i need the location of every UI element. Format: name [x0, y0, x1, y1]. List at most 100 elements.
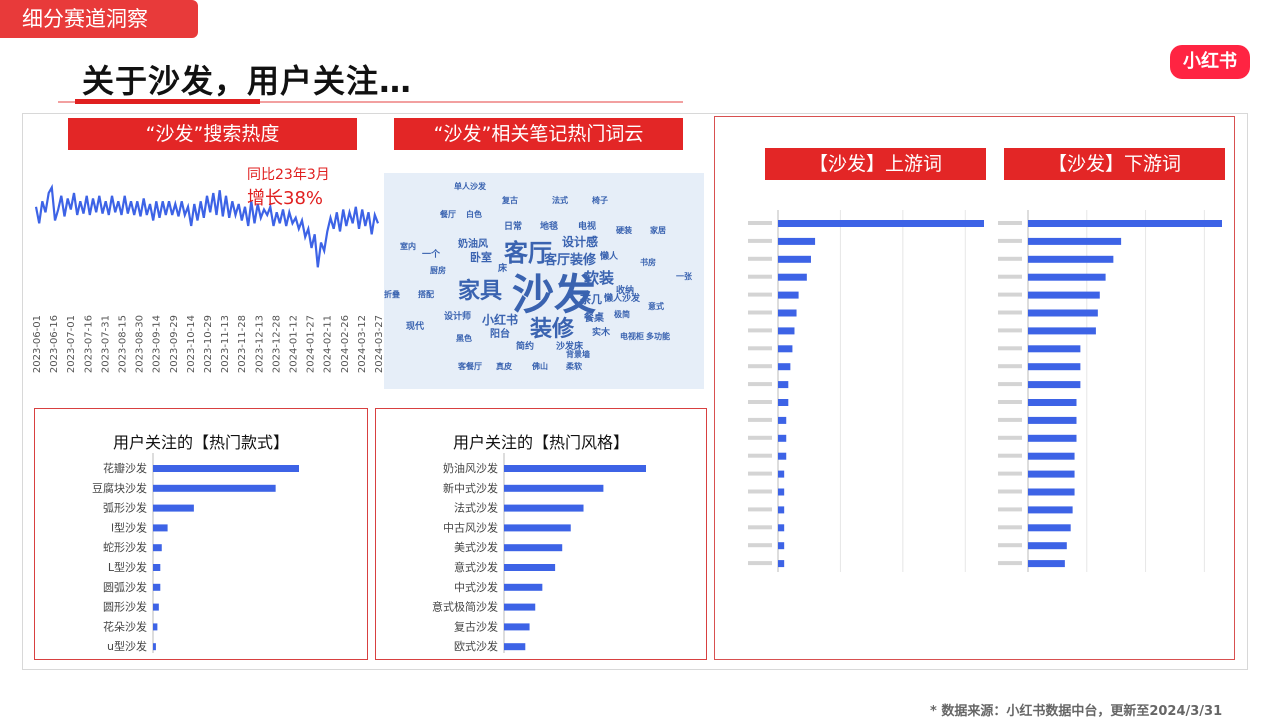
hot-styles-title: 用户关注的【热门款式】 [112, 433, 289, 452]
x-tick-label: 2023-07-16 [83, 315, 94, 373]
term-label-blur [748, 256, 772, 261]
word-cloud-word: 佛山 [532, 362, 548, 371]
term-bar [1028, 488, 1075, 496]
category-bar [153, 484, 276, 492]
term-label-blur [998, 507, 1022, 512]
term-label-blur [748, 292, 772, 297]
category-bar [504, 524, 571, 532]
term-bar [1028, 416, 1077, 424]
term-bar [778, 291, 799, 299]
term-label-blur [748, 364, 772, 369]
category-bar [153, 544, 162, 552]
term-bar [1028, 560, 1065, 568]
bar-category-label: 圆形沙发 [103, 600, 147, 614]
search-trend-title: “沙发”搜索热度 [68, 118, 357, 150]
bar-category-label: 圆弧沙发 [103, 580, 147, 594]
word-cloud-word: 搭配 [418, 290, 434, 299]
term-label-blur [748, 417, 772, 422]
category-bar [153, 623, 158, 631]
x-tick-label: 2023-07-01 [66, 315, 77, 373]
bar-category-label: 欧式沙发 [454, 639, 498, 653]
term-label-blur [998, 346, 1022, 351]
term-label-blur [748, 489, 772, 494]
category-bar [504, 544, 563, 552]
term-bar [778, 255, 811, 263]
term-label-blur [998, 310, 1022, 315]
term-label-blur [748, 221, 772, 225]
bar-category-label: 中式沙发 [454, 580, 498, 594]
term-bar [778, 560, 785, 568]
word-cloud-word: 装修 [530, 317, 575, 342]
term-label-blur [998, 382, 1022, 387]
term-bar [1028, 470, 1075, 478]
category-bar [504, 603, 536, 611]
term-bar [1028, 273, 1106, 281]
term-bar [1028, 452, 1075, 460]
bar-category-label: 花朵沙发 [103, 619, 147, 633]
word-cloud-word: 室内 [400, 242, 416, 251]
x-tick-label: 2024-01-12 [289, 315, 300, 373]
word-cloud-word: 复古 [502, 196, 518, 205]
term-bar [778, 399, 789, 406]
term-label-blur [748, 507, 772, 512]
word-cloud-word: 餐厅 [440, 210, 456, 219]
term-bar [778, 488, 785, 496]
x-tick-label: 2023-09-14 [152, 315, 163, 373]
term-label-blur [998, 471, 1022, 476]
term-label-blur [998, 453, 1022, 458]
word-cloud-word: 黑色 [456, 334, 472, 343]
term-bar [778, 220, 984, 227]
word-cloud-word: 椅子 [592, 196, 608, 205]
term-label-blur [748, 453, 772, 458]
category-bar [153, 583, 161, 591]
bar-category-label: 豆腐块沙发 [92, 481, 147, 495]
word-cloud-word: 设计感 [562, 235, 599, 249]
data-source-footer: * 数据来源：小红书数据中台，更新至2024/3/31 [930, 704, 1223, 719]
term-bar [1028, 524, 1071, 532]
annotation-line-2: 增长38% [247, 188, 324, 209]
bar-category-label: 法式沙发 [454, 501, 498, 515]
term-bar [778, 327, 795, 335]
bar-category-label: 中古风沙发 [443, 520, 498, 534]
x-tick-label: 2024-01-27 [306, 315, 317, 373]
term-label-blur [998, 561, 1022, 566]
x-tick-label: 2023-09-29 [169, 315, 180, 373]
bar-category-label: 意式极简沙发 [432, 600, 498, 614]
upstream-terms-chart [748, 210, 984, 572]
term-bar [1028, 542, 1067, 550]
bar-category-label: L型沙发 [108, 560, 147, 574]
word-cloud-word: 茶几 [580, 293, 602, 306]
term-bar [1028, 327, 1096, 335]
term-label-blur [998, 328, 1022, 333]
growth-annotation: 同比23年3月 增长38% [247, 164, 330, 210]
word-cloud-word: 柔软 [566, 362, 582, 371]
x-tick-label: 2023-10-29 [203, 315, 214, 373]
term-label-blur [748, 543, 772, 548]
term-bar [1028, 309, 1098, 317]
term-bar [778, 381, 789, 389]
term-bar [1028, 506, 1073, 514]
term-bar [778, 524, 785, 532]
term-bar [778, 542, 785, 550]
bar-category-label: 蛇形沙发 [103, 540, 147, 554]
bar-category-label: 花瓣沙发 [103, 461, 147, 475]
title-underline-accent [75, 99, 260, 104]
category-bar [504, 623, 530, 631]
upstream-terms-title: 【沙发】上游词 [765, 148, 986, 180]
word-cloud-word: 软装 [584, 269, 615, 287]
word-cloud-word: 厨房 [430, 266, 446, 275]
term-bar [778, 345, 793, 353]
x-tick-label: 2024-02-26 [340, 315, 351, 373]
term-label-blur [748, 382, 772, 387]
word-cloud: 沙发 客厅 家具 装修 软装 客厅装修 设计感 小红书 卧室 奶油风 茶几 懒人沙发 餐桌 实木 沙发床 阳台… [384, 173, 704, 389]
x-tick-label: 2024-02-11 [323, 315, 334, 373]
term-bar [1028, 220, 1222, 227]
term-label-blur [998, 221, 1022, 225]
term-bar [1028, 345, 1081, 353]
word-cloud-word: 懒人沙发 [604, 294, 641, 304]
x-tick-labels: 2023-06-01 2023-06-16 2023-07-01 2023-07-16… [32, 315, 385, 373]
bar-category-label: u型沙发 [107, 639, 147, 653]
category-bar [504, 484, 604, 492]
terms-panel [714, 116, 1235, 660]
hot-flavors-panel: 用户关注的【热门风格】 奶油风沙发 新中式沙发 法式沙发 中古风沙发 美式沙发 意式沙发中… [375, 408, 707, 660]
